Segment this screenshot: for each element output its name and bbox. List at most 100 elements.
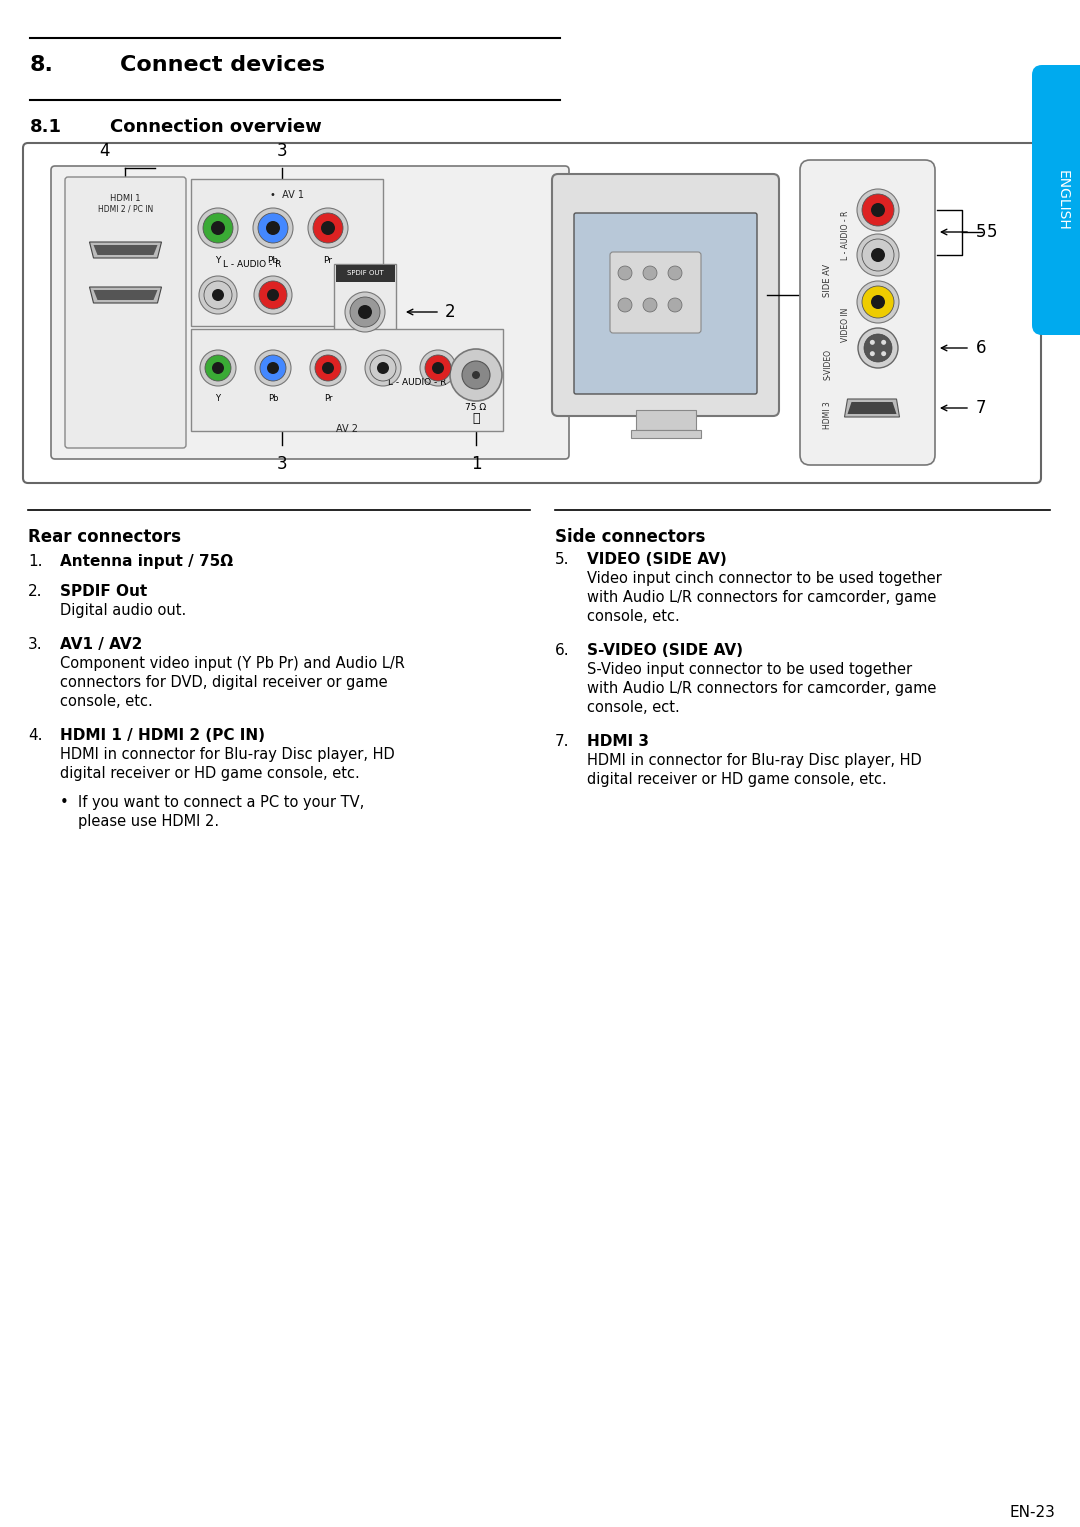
FancyBboxPatch shape	[1032, 66, 1080, 334]
Text: SPDIF OUT: SPDIF OUT	[347, 270, 383, 276]
Circle shape	[258, 212, 288, 243]
Circle shape	[420, 350, 456, 386]
Circle shape	[199, 276, 237, 315]
Text: console, etc.: console, etc.	[588, 609, 679, 625]
Circle shape	[669, 298, 681, 312]
Text: Pr: Pr	[324, 257, 333, 266]
Circle shape	[267, 289, 279, 301]
Circle shape	[313, 212, 343, 243]
FancyBboxPatch shape	[334, 264, 396, 331]
Circle shape	[669, 266, 681, 279]
Circle shape	[643, 298, 657, 312]
Text: Rear connectors: Rear connectors	[28, 528, 181, 547]
Text: •: •	[60, 796, 69, 809]
Circle shape	[212, 289, 224, 301]
Text: 1.: 1.	[28, 554, 42, 570]
Circle shape	[862, 194, 894, 226]
Bar	[631, 431, 701, 438]
Circle shape	[255, 350, 291, 386]
Text: HDMI 1: HDMI 1	[110, 194, 140, 203]
Text: HDMI 3: HDMI 3	[588, 734, 649, 750]
Circle shape	[472, 371, 480, 379]
Text: AV 2: AV 2	[336, 425, 357, 434]
Text: S-Video input connector to be used together: S-Video input connector to be used toget…	[588, 663, 913, 676]
Text: HDMI 1 / HDMI 2 (PC IN): HDMI 1 / HDMI 2 (PC IN)	[60, 728, 265, 744]
Circle shape	[377, 362, 389, 374]
Circle shape	[350, 296, 380, 327]
Text: Pb: Pb	[268, 394, 279, 403]
Circle shape	[869, 341, 875, 345]
Circle shape	[450, 350, 502, 402]
FancyBboxPatch shape	[23, 144, 1041, 483]
Text: console, etc.: console, etc.	[60, 693, 152, 709]
Circle shape	[858, 189, 899, 231]
Circle shape	[862, 286, 894, 318]
Text: 5.: 5.	[555, 551, 569, 567]
Text: 5: 5	[976, 223, 986, 241]
FancyBboxPatch shape	[635, 411, 696, 431]
Circle shape	[321, 221, 335, 235]
Text: Pb: Pb	[268, 257, 279, 266]
Text: Digital audio out.: Digital audio out.	[60, 603, 186, 618]
Circle shape	[432, 362, 444, 374]
FancyBboxPatch shape	[800, 160, 935, 466]
Polygon shape	[90, 287, 162, 302]
Circle shape	[204, 281, 232, 308]
Text: L - AUDIO - R: L - AUDIO - R	[388, 379, 446, 386]
Polygon shape	[845, 399, 900, 417]
Text: 1: 1	[471, 455, 482, 473]
Circle shape	[870, 295, 885, 308]
Circle shape	[618, 266, 632, 279]
Circle shape	[267, 362, 279, 374]
Text: L - AUDIO - R: L - AUDIO - R	[222, 260, 281, 269]
Text: S-VIDEO (SIDE AV): S-VIDEO (SIDE AV)	[588, 643, 743, 658]
Polygon shape	[90, 241, 162, 258]
Text: EN-23: EN-23	[1009, 1506, 1055, 1519]
Text: 75 Ω: 75 Ω	[465, 403, 487, 412]
Circle shape	[315, 354, 341, 382]
Text: with Audio L/R connectors for camcorder, game: with Audio L/R connectors for camcorder,…	[588, 589, 936, 605]
Circle shape	[200, 350, 237, 386]
Text: SPDIF Out: SPDIF Out	[60, 583, 147, 599]
Circle shape	[618, 298, 632, 312]
Circle shape	[870, 247, 885, 263]
Text: Connection overview: Connection overview	[110, 118, 322, 136]
Text: HDMI 2 / PC IN: HDMI 2 / PC IN	[98, 205, 153, 212]
FancyBboxPatch shape	[191, 179, 383, 325]
Text: L - AUDIO - R: L - AUDIO - R	[840, 211, 850, 260]
FancyBboxPatch shape	[573, 212, 757, 394]
Circle shape	[426, 354, 451, 382]
Text: Y: Y	[216, 394, 220, 403]
Circle shape	[205, 354, 231, 382]
Circle shape	[345, 292, 384, 331]
Text: 7: 7	[976, 399, 986, 417]
Text: 4.: 4.	[28, 728, 42, 744]
Circle shape	[253, 208, 293, 247]
Circle shape	[370, 354, 396, 382]
Circle shape	[881, 351, 887, 356]
Text: Side connectors: Side connectors	[555, 528, 705, 547]
Text: connectors for DVD, digital receiver or game: connectors for DVD, digital receiver or …	[60, 675, 388, 690]
Circle shape	[462, 360, 490, 389]
Text: VIDEO IN: VIDEO IN	[840, 308, 850, 342]
Text: please use HDMI 2.: please use HDMI 2.	[78, 814, 219, 829]
Text: Video input cinch connector to be used together: Video input cinch connector to be used t…	[588, 571, 942, 586]
Text: AV1 / AV2: AV1 / AV2	[60, 637, 143, 652]
Circle shape	[211, 221, 225, 235]
Text: Pr: Pr	[324, 394, 333, 403]
Polygon shape	[94, 290, 158, 299]
Text: 3: 3	[276, 455, 287, 473]
Circle shape	[203, 212, 233, 243]
Circle shape	[643, 266, 657, 279]
Polygon shape	[848, 402, 896, 414]
Circle shape	[259, 281, 287, 308]
Text: HDMI in connector for Blu-ray Disc player, HD: HDMI in connector for Blu-ray Disc playe…	[588, 753, 921, 768]
Circle shape	[212, 362, 224, 374]
FancyBboxPatch shape	[610, 252, 701, 333]
Text: HDMI in connector for Blu-ray Disc player, HD: HDMI in connector for Blu-ray Disc playe…	[60, 747, 395, 762]
FancyBboxPatch shape	[65, 177, 186, 447]
Text: ⏚: ⏚	[472, 412, 480, 425]
Circle shape	[870, 203, 885, 217]
Text: ENGLISH: ENGLISH	[1056, 169, 1070, 231]
Circle shape	[864, 334, 892, 362]
